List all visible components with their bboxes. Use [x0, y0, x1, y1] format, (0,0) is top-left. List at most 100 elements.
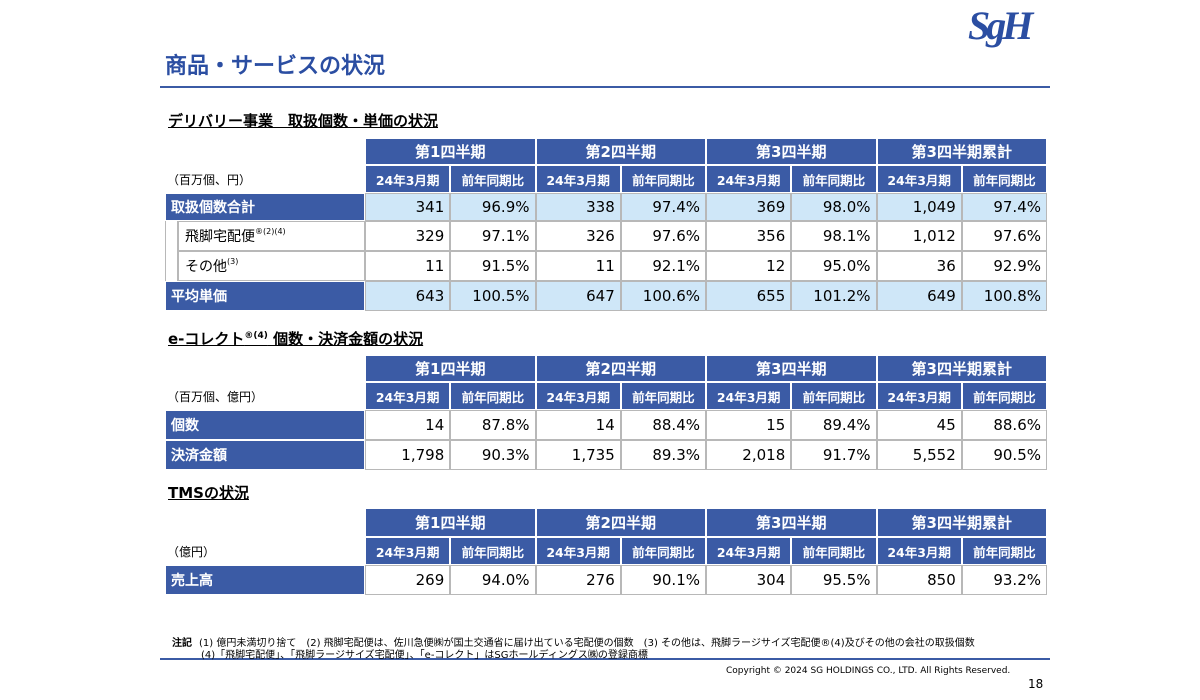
table-cell: 98.1%	[791, 221, 877, 251]
note-line: (1) 億円未満切り捨て (2) 飛脚宅配便は、佐川急便㈱が国土交通省に届け出て…	[199, 638, 975, 649]
table-cell: 369	[706, 193, 792, 221]
table-cell: 92.1%	[620, 251, 706, 281]
table-cell: 356	[706, 221, 792, 251]
table-cell: 98.0%	[791, 193, 877, 221]
table-cell: 14	[365, 410, 451, 440]
column-header: 24年3月期	[535, 165, 621, 193]
row-bracket	[165, 251, 178, 281]
table-cell: 643	[365, 281, 451, 311]
table-cell: 87.8%	[450, 410, 536, 440]
table-cell: 97.4%	[620, 193, 706, 221]
table-cell: 2,018	[706, 440, 792, 470]
column-header: 24年3月期	[876, 382, 962, 410]
table-cell: 1,049	[876, 193, 962, 221]
slide-title: 商品・サービスの状況	[165, 54, 386, 79]
column-header: 前年同期比	[791, 537, 877, 565]
row-label-text: 決済金額	[171, 448, 227, 464]
column-header: 24年3月期	[706, 165, 792, 193]
column-header: 24年3月期	[535, 382, 621, 410]
table-cell: 14	[535, 410, 621, 440]
row-label: 飛脚宅配便 ®(2)(4)	[178, 221, 365, 251]
column-header: 前年同期比	[791, 165, 877, 193]
footer-rule	[160, 658, 1050, 660]
table-cell: 655	[706, 281, 792, 311]
row-label: その他 (3)	[178, 251, 365, 281]
column-header: 前年同期比	[620, 382, 706, 410]
heading-sup: ®(4)	[244, 331, 268, 341]
row-label-text: 個数	[171, 418, 199, 434]
column-header: 前年同期比	[791, 382, 877, 410]
table-cell: 89.4%	[791, 410, 877, 440]
period-header: 第2四半期	[535, 138, 706, 165]
table-cell: 1,012	[876, 221, 962, 251]
table-cell: 1,735	[535, 440, 621, 470]
period-header: 第3四半期	[706, 355, 877, 382]
table-cell: 88.4%	[620, 410, 706, 440]
row-label-text: その他	[185, 259, 227, 275]
period-header: 第1四半期	[365, 138, 536, 165]
column-header: 24年3月期	[365, 382, 451, 410]
row-label: 平均単価	[165, 281, 365, 311]
table-cell: 96.9%	[450, 193, 536, 221]
column-header: 24年3月期	[365, 165, 451, 193]
table-cell: 91.5%	[450, 251, 536, 281]
column-header: 24年3月期	[706, 537, 792, 565]
table-cell: 341	[365, 193, 451, 221]
period-header: 第3四半期	[706, 508, 877, 537]
row-label-text: 取扱個数合計	[171, 200, 255, 216]
row-label: 個数	[165, 410, 365, 440]
heading-text: e-コレクト	[168, 330, 245, 348]
unit-label: （百万個、億円）	[167, 389, 264, 404]
row-label-text: 飛脚宅配便	[185, 229, 255, 245]
row-bracket	[165, 221, 178, 251]
table-cell: 91.7%	[791, 440, 877, 470]
table-cell: 11	[365, 251, 451, 281]
column-header: 前年同期比	[961, 382, 1047, 410]
row-label: 決済金額	[165, 440, 365, 470]
table-cell: 304	[706, 565, 792, 595]
row-label-sup: ®(2)(4)	[255, 226, 286, 236]
note-line: (4)「飛脚宅配便」、「飛脚ラージサイズ宅配便」、「e-コレクト」はSGホールデ…	[201, 650, 648, 661]
table-cell: 338	[535, 193, 621, 221]
table-cell: 100.8%	[961, 281, 1047, 311]
table-cell: 36	[876, 251, 962, 281]
table-cell: 88.6%	[961, 410, 1047, 440]
period-header: 第3四半期累計	[876, 138, 1047, 165]
column-header: 前年同期比	[620, 165, 706, 193]
column-header: 前年同期比	[450, 382, 536, 410]
row-label: 取扱個数合計	[165, 193, 365, 221]
table-cell: 97.6%	[961, 221, 1047, 251]
heading-text: 個数・決済金額の状況	[267, 330, 424, 348]
table-cell: 97.1%	[450, 221, 536, 251]
table-cell: 100.6%	[620, 281, 706, 311]
unit-label: （百万個、円）	[167, 172, 252, 187]
table-cell: 93.2%	[961, 565, 1047, 595]
column-header: 前年同期比	[450, 537, 536, 565]
period-header: 第3四半期	[706, 138, 877, 165]
table-cell: 95.0%	[791, 251, 877, 281]
copyright: Copyright © 2024 SG HOLDINGS CO., LTD. A…	[726, 666, 1011, 676]
period-header: 第1四半期	[365, 355, 536, 382]
heading-text: TMSの状況	[168, 484, 249, 502]
row-label-text: 売上高	[171, 573, 213, 589]
period-header: 第3四半期累計	[876, 355, 1047, 382]
column-header: 前年同期比	[961, 165, 1047, 193]
column-header: 24年3月期	[876, 537, 962, 565]
table-cell: 15	[706, 410, 792, 440]
table-cell: 90.3%	[450, 440, 536, 470]
period-header: 第1四半期	[365, 508, 536, 537]
table-cell: 12	[706, 251, 792, 281]
table-cell: 97.4%	[961, 193, 1047, 221]
column-header: 24年3月期	[365, 537, 451, 565]
table-cell: 101.2%	[791, 281, 877, 311]
table-cell: 89.3%	[620, 440, 706, 470]
column-header: 24年3月期	[535, 537, 621, 565]
column-header: 24年3月期	[706, 382, 792, 410]
table-cell: 326	[535, 221, 621, 251]
table-cell: 276	[535, 565, 621, 595]
row-label-sup: (3)	[227, 256, 239, 266]
unit-label: （億円）	[167, 544, 216, 559]
table-cell: 850	[876, 565, 962, 595]
table-cell: 1,798	[365, 440, 451, 470]
